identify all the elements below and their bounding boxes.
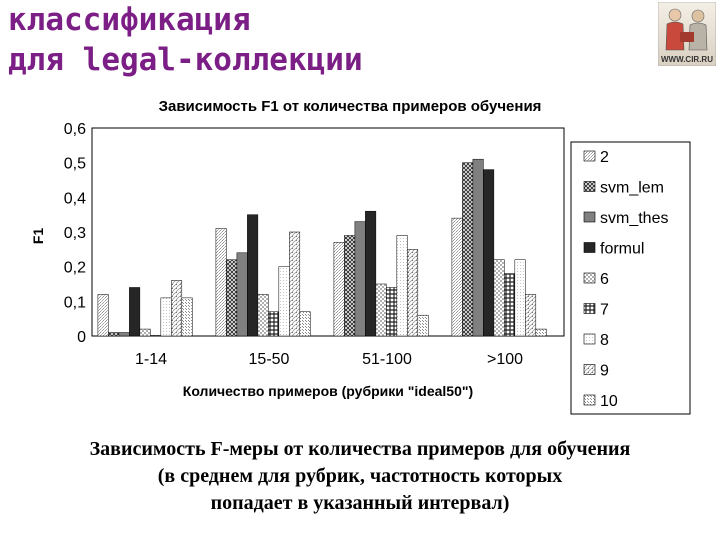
caption-line-1: Зависимость F-меры от количества примеро… xyxy=(89,438,631,460)
legend-label: 10 xyxy=(600,393,618,410)
legend-swatch xyxy=(583,181,596,192)
y-tick-label: 0,5 xyxy=(64,156,86,173)
bar-6-2 xyxy=(257,294,269,337)
bar-7-3 xyxy=(386,287,398,337)
bar-9-3 xyxy=(407,249,419,337)
legend-label: 2 xyxy=(600,149,609,166)
bar-6-4 xyxy=(493,259,505,337)
bar-9-2 xyxy=(289,231,301,337)
legend-label: 8 xyxy=(600,332,609,349)
slide-title-line-2: для legal-коллекции xyxy=(8,42,363,78)
y-tick-label: 0,3 xyxy=(64,225,86,242)
bar-9-1 xyxy=(171,280,183,337)
x-axis-title: Количество примеров (рубрики "ideal50") xyxy=(183,383,473,399)
caption-line-2: (в среднем для рубрик, частотность котор… xyxy=(157,465,563,487)
bar-svm-lem-2 xyxy=(226,259,238,337)
y-tick-group: 0 0,1 0,2 0,3 0,4 0,5 0,6 xyxy=(64,121,86,346)
legend-swatch xyxy=(583,242,596,253)
chart-title: Зависимость F1 от количества примеров об… xyxy=(159,98,542,115)
x-tick-group: 1-14 15-50 51-100 >100 xyxy=(135,351,523,368)
y-axis: 0 0,1 0,2 0,3 0,4 0,5 0,6 xyxy=(64,121,93,346)
caption-line-3: попадает в указанный интервал) xyxy=(210,492,510,514)
bar-2-3 xyxy=(333,242,345,337)
bar-7-4 xyxy=(504,273,516,337)
x-tick-label: >100 xyxy=(487,351,523,368)
bar-6-1 xyxy=(139,328,151,337)
bar-svm-lem-3 xyxy=(344,235,356,337)
logo-image: WWW.CIR.RU xyxy=(658,2,716,66)
y-tick-label: 0,4 xyxy=(64,190,86,207)
y-tick-label: 0,2 xyxy=(64,260,86,277)
bar-2-1 xyxy=(97,294,109,337)
legend-label: svm_thes xyxy=(600,210,668,227)
bar-svm-lem-4 xyxy=(462,162,474,337)
legend-swatch xyxy=(583,394,596,406)
bar-10-3 xyxy=(417,314,429,337)
bar-svm-thes-4 xyxy=(472,158,484,337)
bar-svm-thes-2 xyxy=(236,252,248,337)
bar-8-1 xyxy=(160,297,172,337)
bar-7-2 xyxy=(268,311,280,337)
legend-swatch xyxy=(583,333,596,345)
slide-title-line-1: классификация xyxy=(8,2,251,38)
bar-2-4 xyxy=(451,217,463,337)
bar-formul-2 xyxy=(247,214,259,337)
y-tick-label: 0 xyxy=(77,329,86,346)
bar-2-2 xyxy=(215,228,227,337)
y-axis-title: F1 xyxy=(30,228,46,245)
bar-10-2 xyxy=(299,311,311,337)
legend-swatch xyxy=(583,303,596,314)
legend-label: svm_lem xyxy=(600,180,664,197)
bar-8-2 xyxy=(278,266,290,337)
bar-8-3 xyxy=(396,235,408,337)
plot-frame xyxy=(91,127,565,337)
slide-caption: Зависимость F-меры от количества примеро… xyxy=(0,436,720,517)
bar-formul-3 xyxy=(365,210,377,337)
bar-group xyxy=(97,158,547,337)
bar-svm-lem-1 xyxy=(108,332,120,337)
legend-label: 6 xyxy=(600,271,609,288)
y-tick-label: 0,6 xyxy=(64,121,86,138)
x-tick-label: 15-50 xyxy=(249,351,290,368)
slide-title: классификация для legal-коллекции xyxy=(8,0,363,80)
x-tick-label: 51-100 xyxy=(362,351,412,368)
y-tick-label: 0,1 xyxy=(64,294,86,311)
plot-area xyxy=(91,127,565,337)
legend-label: 9 xyxy=(600,363,609,380)
x-tick-label: 1-14 xyxy=(135,351,167,368)
legend-swatch xyxy=(583,272,596,284)
logo-label: WWW.CIR.RU xyxy=(661,55,713,64)
bar-9-4 xyxy=(525,294,537,337)
legend-swatch xyxy=(583,364,596,375)
chart: Зависимость F1 от количества примеров об… xyxy=(30,98,691,415)
bar-svm-thes-1 xyxy=(118,332,130,337)
legend-swatch xyxy=(583,211,596,223)
legend-swatch xyxy=(583,150,596,162)
bar-6-3 xyxy=(375,283,387,337)
bar-8-4 xyxy=(514,259,526,337)
bar-10-1 xyxy=(181,297,193,337)
bar-formul-4 xyxy=(483,169,495,337)
legend-label: formul xyxy=(600,241,644,258)
bar-svm-thes-3 xyxy=(354,221,366,337)
bar-10-4 xyxy=(535,328,547,337)
bar-formul-1 xyxy=(129,287,141,337)
legend-label: 7 xyxy=(600,302,609,319)
bar-7-1 xyxy=(150,335,162,337)
